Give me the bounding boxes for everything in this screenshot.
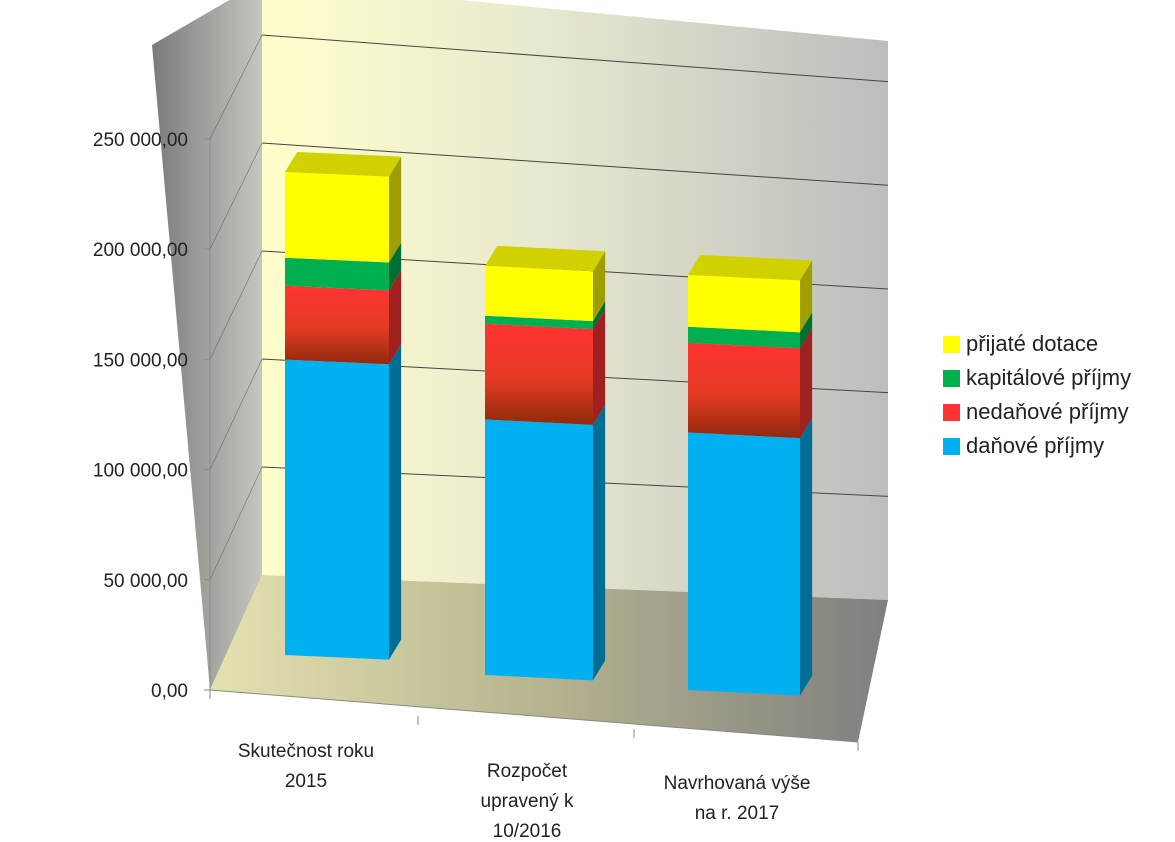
x-category-label: 10/2016 bbox=[493, 821, 562, 842]
bar-segment-side bbox=[593, 309, 606, 425]
x-category-label: na r. 2017 bbox=[695, 803, 780, 824]
bar-segment-side bbox=[389, 270, 402, 365]
x-axis bbox=[209, 689, 859, 743]
bar-segment bbox=[485, 315, 593, 330]
bar-segment-side bbox=[800, 312, 813, 349]
gridline-side bbox=[209, 250, 263, 360]
y-tick-label: 100 000,00 bbox=[93, 461, 188, 482]
bar-segment bbox=[688, 432, 800, 696]
bar-segment-side bbox=[593, 404, 606, 681]
y-tick-label: 150 000,00 bbox=[93, 350, 188, 371]
x-category-label: Rozpočet bbox=[487, 761, 568, 782]
bar-segment bbox=[485, 265, 593, 322]
y-tick-label: 200 000,00 bbox=[93, 240, 188, 261]
legend-swatch bbox=[943, 369, 960, 387]
y-tick-label: 50 000,00 bbox=[103, 571, 188, 592]
y-tick-label: 0,00 bbox=[151, 681, 188, 702]
gridline-side bbox=[209, 142, 263, 250]
bar-segment-side bbox=[800, 418, 813, 696]
bar-segment-side bbox=[800, 260, 813, 333]
axes bbox=[204, 138, 859, 751]
legend-swatch bbox=[943, 403, 960, 421]
legend-swatch bbox=[943, 335, 960, 353]
bar-segment bbox=[285, 171, 389, 263]
gridline-side bbox=[209, 358, 263, 470]
gridline-side bbox=[209, 34, 263, 139]
bar-segment bbox=[688, 326, 800, 349]
bar-segment bbox=[485, 419, 593, 681]
bar-segment bbox=[485, 323, 593, 425]
bar-segment-side bbox=[593, 251, 606, 322]
bars bbox=[285, 151, 813, 696]
bar-segment-side bbox=[593, 301, 606, 330]
legend-label: přijaté dotace bbox=[966, 331, 1099, 356]
legend-label: kapitálové příjmy bbox=[966, 365, 1132, 390]
axis-labels: 0,00 50 000,00 100 000,00 150 000,00 200 000… bbox=[93, 130, 810, 842]
x-category-label: Navrhovaná výše bbox=[664, 773, 811, 794]
bar-segment-top bbox=[485, 245, 606, 272]
bar-segment bbox=[285, 359, 389, 660]
legend-label: daňové příjmy bbox=[966, 433, 1105, 458]
x-category-label: Skutečnost roku bbox=[238, 741, 374, 762]
gridline-side bbox=[209, 466, 263, 580]
legend-item: daňové příjmy bbox=[943, 429, 1131, 463]
bar-segment-top bbox=[688, 254, 813, 281]
bar-segment-side bbox=[389, 344, 402, 660]
gridline bbox=[261, 34, 889, 83]
legend-item: nedaňové příjmy bbox=[943, 395, 1131, 429]
bar-segment bbox=[285, 257, 389, 291]
legend-item: přijaté dotace bbox=[943, 327, 1131, 361]
legend-swatch bbox=[943, 437, 960, 455]
bar-segment-side bbox=[389, 156, 402, 263]
legend-item: kapitálové příjmy bbox=[943, 361, 1131, 395]
bar-segment-side bbox=[389, 242, 402, 291]
x-category-label: 2015 bbox=[285, 771, 327, 792]
bar-segment bbox=[285, 285, 389, 365]
gridline bbox=[261, 142, 889, 186]
y-tick-label: 250 000,00 bbox=[93, 130, 188, 151]
legend-label: nedaňové příjmy bbox=[966, 399, 1129, 424]
x-category-label: upravený k bbox=[481, 791, 574, 812]
bar-segment bbox=[688, 274, 800, 333]
bar-segment-side bbox=[800, 328, 813, 439]
legend: přijaté dotace kapitálové příjmy nedaňové … bbox=[943, 327, 1131, 463]
side-wall bbox=[152, 0, 262, 690]
bar-segment-top bbox=[285, 151, 402, 177]
bar-segment bbox=[688, 342, 800, 439]
